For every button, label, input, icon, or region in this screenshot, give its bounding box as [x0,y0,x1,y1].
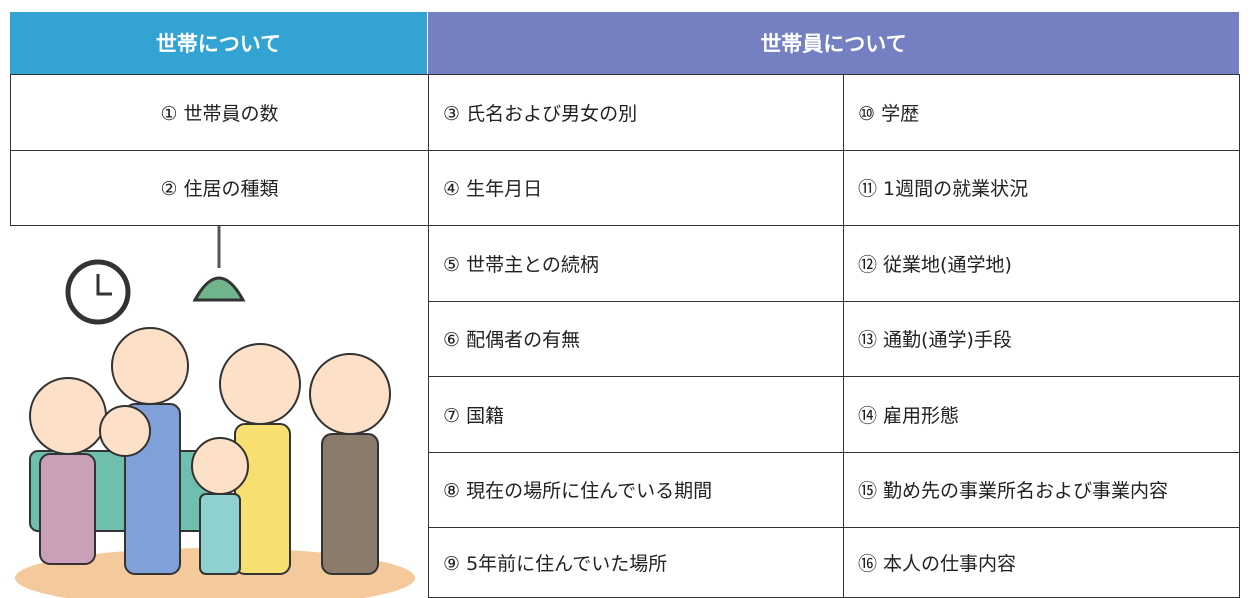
table-cell: ⑬ 通勤(通学)手段 [843,300,1240,377]
table-cell: ⑨ 5年前に住んでいた場所 [428,527,844,598]
table-cell: ③ 氏名および男女の別 [428,74,844,151]
table-cell: ④ 生年月日 [428,149,844,226]
table-cell: ⑥ 配偶者の有無 [428,300,844,377]
table-cell: ⑭ 雇用形態 [843,376,1240,453]
table-cell: ⑧ 現在の場所に住んでいる期間 [428,451,844,528]
header-cell: 世帯員について [428,12,1240,74]
table-cell: ⑪ 1週間の就業状況 [843,149,1240,226]
table-cell: ⑦ 国籍 [428,376,844,453]
family-illustration [15,226,415,598]
table-cell: ⑮ 勤め先の事業所名および事業内容 [843,451,1240,528]
table-cell: ② 住居の種類 [10,149,429,226]
table-cell: ⑩ 学歴 [843,74,1240,151]
table-cell: ⑤ 世帯主との続柄 [428,225,844,302]
table-cell: ⑯ 本人の仕事内容 [843,527,1240,598]
table-cell: ① 世帯員の数 [10,74,429,151]
table-cell: ⑫ 従業地(通学地) [843,225,1240,302]
header-cell: 世帯について [10,12,428,74]
